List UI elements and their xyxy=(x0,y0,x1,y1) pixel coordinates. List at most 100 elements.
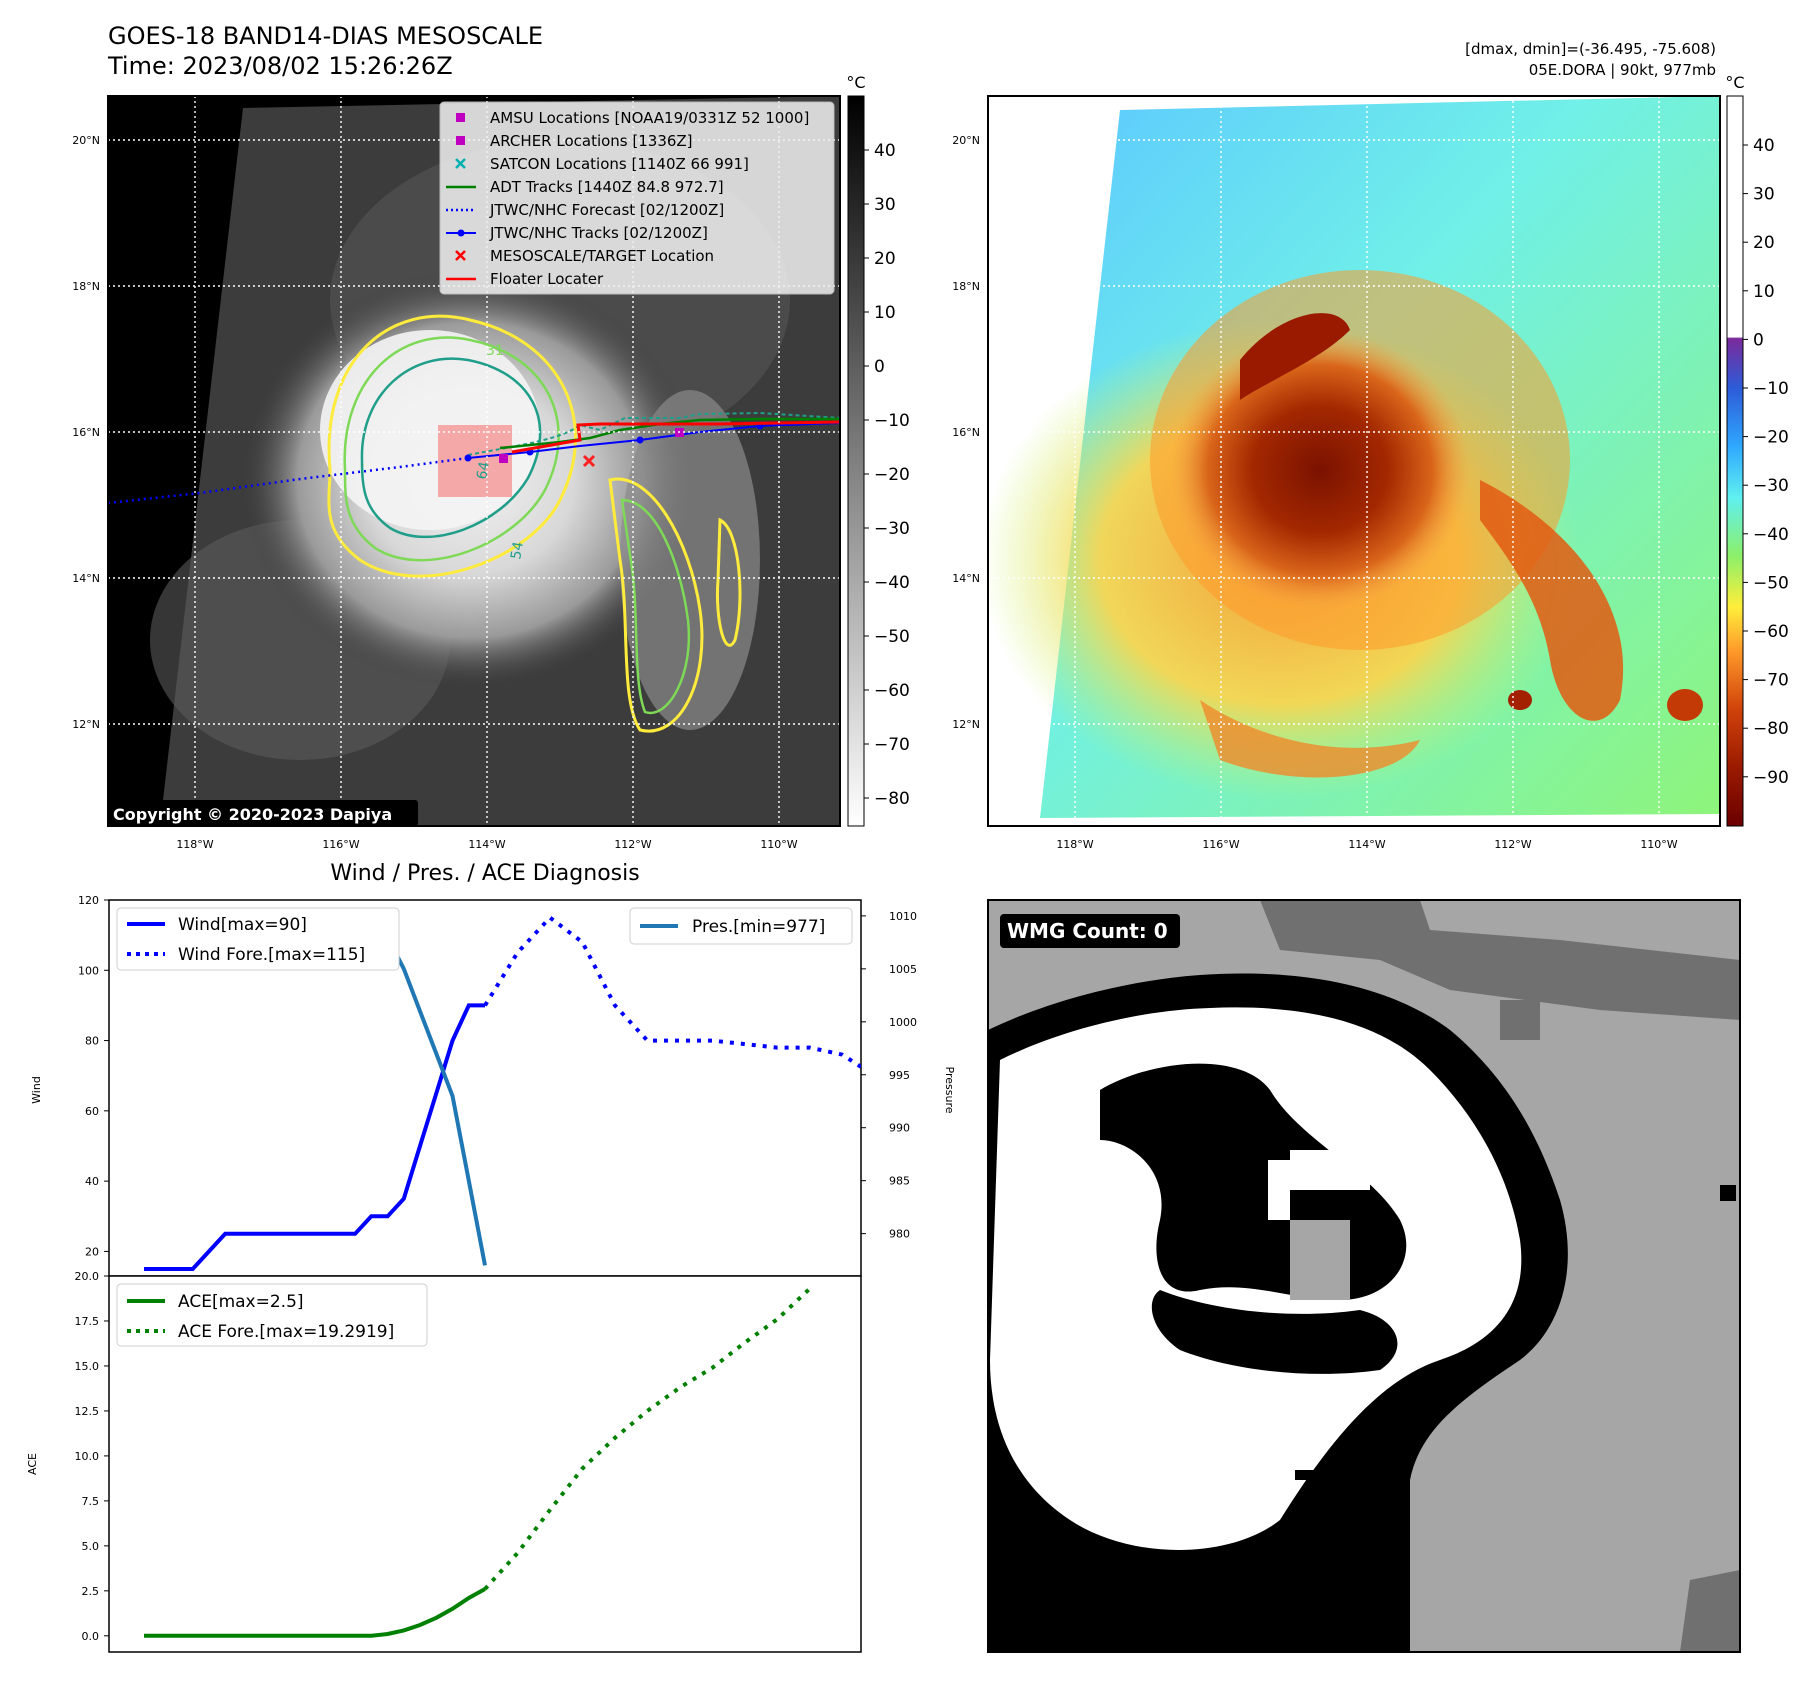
colorbar-tick-label: −30 xyxy=(874,519,910,539)
lon-label: 114°W xyxy=(1348,838,1385,851)
lat-label: 18°N xyxy=(72,280,100,293)
y-tick-label: 100 xyxy=(78,964,99,977)
colorbar-tick-label: −90 xyxy=(1753,768,1789,788)
ir-legend-entry: JTWC/NHC Forecast [02/1200Z] xyxy=(446,201,724,219)
wind-axis-label: Wind xyxy=(30,1076,43,1104)
series-line xyxy=(483,1287,812,1591)
storm-info: 05E.DORA | 90kt, 977mb xyxy=(1529,61,1716,79)
ir-legend-entry: MESOSCALE/TARGET Location xyxy=(455,247,714,265)
colorbar-tick-label: 0 xyxy=(874,357,885,377)
ir-legend: AMSU Locations [NOAA19/0331Z 52 1000] ARC… xyxy=(439,101,835,295)
colorbar-tick-label: −20 xyxy=(1753,428,1789,448)
ace-chart: 0.0 2.5 5.0 7.5 10.0 12.5 15.0 17.5 20.0 ACE ACE… xyxy=(26,1270,862,1653)
ir-legend-label: AMSU Locations [NOAA19/0331Z 52 1000] xyxy=(490,109,809,127)
lat-label: 14°N xyxy=(952,572,980,585)
copyright-badge: Copyright © 2020-2023 Dapiya xyxy=(108,800,418,826)
y-tick-label: 120 xyxy=(78,894,99,907)
lon-label: 116°W xyxy=(1202,838,1239,851)
figure-time: Time: 2023/08/02 15:26:26Z xyxy=(107,52,453,80)
ir-legend-label: JTWC/NHC Tracks [02/1200Z] xyxy=(489,224,708,242)
series-line xyxy=(144,1003,485,1271)
legend-ace: ACE[max=2.5] xyxy=(178,1292,304,1312)
y-tick-label: 40 xyxy=(85,1175,99,1188)
lat-label: 14°N xyxy=(72,572,100,585)
colorbar-tick-label: −70 xyxy=(874,735,910,755)
lat-label: 12°N xyxy=(952,718,980,731)
legend-pressure: Pres.[min=977] xyxy=(692,917,825,937)
ir-legend-entry: ADT Tracks [1440Z 84.8 972.7] xyxy=(446,178,724,196)
y-tick-label: 60 xyxy=(85,1105,99,1118)
y-tick-label: 0.0 xyxy=(82,1630,100,1643)
colorbar-tick-label: −10 xyxy=(874,411,910,431)
colorbar-tick-label: −30 xyxy=(1753,476,1789,496)
color-enhanced-map-panel xyxy=(987,95,1721,827)
y-tick-label: 10.0 xyxy=(75,1450,100,1463)
y-tick-label: 80 xyxy=(85,1035,99,1048)
wmg-count: WMG Count: 0 xyxy=(1007,919,1168,943)
contour-label: 54 xyxy=(508,540,527,560)
ir-legend-label: MESOSCALE/TARGET Location xyxy=(490,247,714,265)
lon-label: 116°W xyxy=(322,838,359,851)
lat-label: 12°N xyxy=(72,718,100,731)
y2-tick-label: 985 xyxy=(889,1175,910,1188)
lat-label: 16°N xyxy=(72,426,100,439)
color-colorbar-unit: °C xyxy=(1725,73,1744,92)
colorbar-tick-label: 0 xyxy=(1753,330,1764,350)
y-tick-label: 17.5 xyxy=(75,1315,100,1328)
colorbar-tick-label: −70 xyxy=(1753,671,1789,691)
colorbar-tick-label: 40 xyxy=(1753,136,1775,156)
colorbar-tick-label: −80 xyxy=(1753,719,1789,739)
y-tick-label: 15.0 xyxy=(75,1360,100,1373)
colorbar-tick-label: −50 xyxy=(874,627,910,647)
pressure-axis-label: Pressure xyxy=(943,1067,956,1114)
legend-square-marker xyxy=(456,113,465,122)
contour-label: 64 xyxy=(474,460,493,480)
pressure-legend: Pres.[min=977] xyxy=(629,907,853,945)
colorbar-tick-label: −60 xyxy=(874,681,910,701)
y2-tick-label: 980 xyxy=(889,1228,910,1241)
colorbar-tick-label: −80 xyxy=(874,789,910,809)
color-lon-labels: 118°W 116°W 114°W 112°W 110°W xyxy=(1056,838,1677,851)
lat-label: 20°N xyxy=(952,134,980,147)
wind-legend: Wind[max=90] Wind Fore.[max=115] xyxy=(116,907,400,971)
y-tick-label: 20.0 xyxy=(75,1270,100,1283)
y2-tick-label: 1010 xyxy=(889,910,917,923)
colorbar-tick-label: 10 xyxy=(874,303,896,323)
colorbar-tick-label: −60 xyxy=(1753,622,1789,642)
colorbar-tick-label: −20 xyxy=(874,465,910,485)
y2-tick-label: 995 xyxy=(889,1069,910,1082)
y-tick-label: 5.0 xyxy=(82,1540,100,1553)
lon-label: 118°W xyxy=(176,838,213,851)
y-tick-label: 20 xyxy=(85,1245,99,1258)
lon-label: 112°W xyxy=(614,838,651,851)
colorbar-tick-label: −40 xyxy=(874,573,910,593)
contour-label: 31 xyxy=(486,343,504,359)
colorbar-tick-label: −50 xyxy=(1753,573,1789,593)
lat-label: 16°N xyxy=(952,426,980,439)
ir-legend-label: ADT Tracks [1440Z 84.8 972.7] xyxy=(490,178,724,196)
lon-label: 110°W xyxy=(760,838,797,851)
legend-wind-forecast: Wind Fore.[max=115] xyxy=(178,945,365,965)
ace-axis-label: ACE xyxy=(26,1453,39,1475)
ace-legend: ACE[max=2.5] ACE Fore.[max=19.2919] xyxy=(116,1283,428,1347)
colorbar-tick-label: 30 xyxy=(874,195,896,215)
lon-label: 112°W xyxy=(1494,838,1531,851)
ir-lon-labels: 118°W 116°W 114°W 112°W 110°W xyxy=(176,838,797,851)
lat-label: 18°N xyxy=(952,280,980,293)
legend-ace-forecast: ACE Fore.[max=19.2919] xyxy=(178,1322,394,1342)
ir-legend-entry: AMSU Locations [NOAA19/0331Z 52 1000] xyxy=(456,109,809,127)
color-colorbar: °C 40 30 20 10 0 −10 −20 −30 −40 −50 −60 −70 −80 −90 xyxy=(1725,73,1789,827)
ir-legend-entry: JTWC/NHC Tracks [02/1200Z] xyxy=(446,224,708,242)
colorbar-tick-label: −40 xyxy=(1753,525,1789,545)
ir-legend-label: Floater Locater xyxy=(490,270,604,288)
ir-legend-entry: SATCON Locations [1140Z 66 991] xyxy=(455,155,749,173)
wmg-panel: WMG Count: 0 xyxy=(987,899,1741,1653)
legend-square-marker xyxy=(456,136,465,145)
copyright-text: Copyright © 2020-2023 Dapiya xyxy=(113,805,392,824)
legend-x-marker xyxy=(455,158,466,169)
legend-dot-marker xyxy=(457,229,465,237)
lon-label: 110°W xyxy=(1640,838,1677,851)
colorbar-tick-label: −10 xyxy=(1753,379,1789,399)
